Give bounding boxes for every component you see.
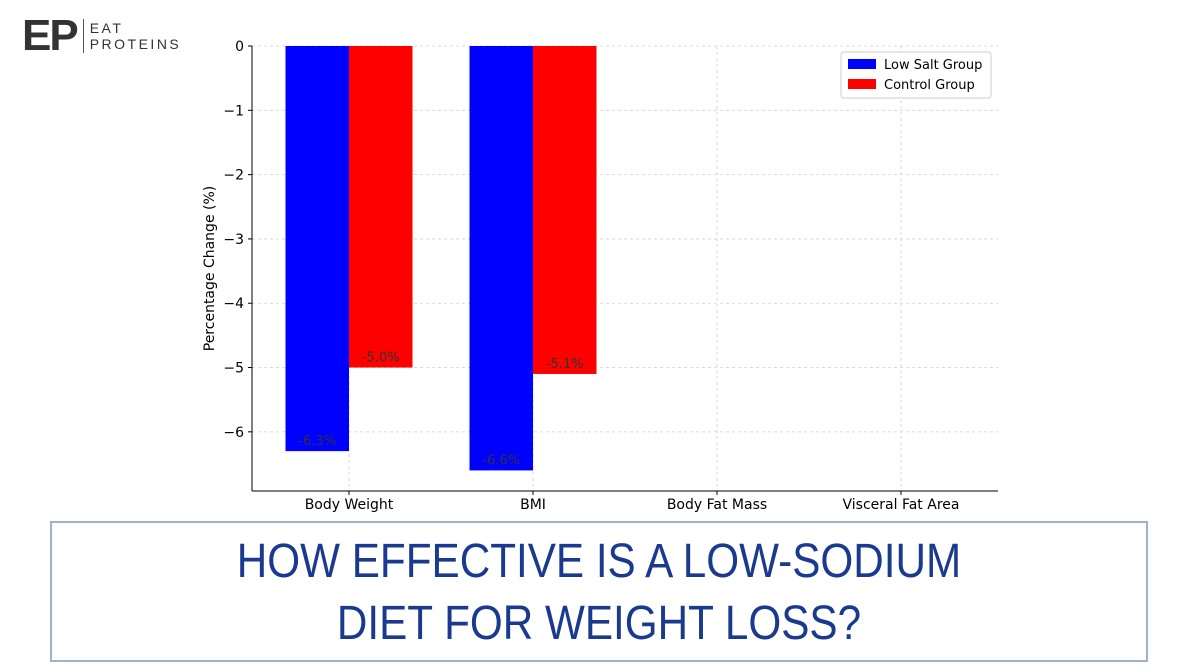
- logo-mark: EP: [22, 11, 79, 60]
- bar-data-label: -6.6%: [482, 453, 520, 468]
- y-tick-label: 0: [235, 39, 244, 55]
- bar-data-label: -5.0%: [362, 351, 400, 366]
- legend-box: [840, 51, 992, 99]
- title-banner: HOW EFFECTIVE IS A LOW-SODIUM DIET FOR W…: [50, 521, 1148, 662]
- bar-data-label: -6.3%: [298, 434, 336, 449]
- bar-low-salt-group: [285, 46, 349, 452]
- y-tick-label: −2: [223, 168, 244, 184]
- y-tick-label: −3: [223, 232, 244, 248]
- x-tick-label: Body Fat Mass: [667, 497, 767, 513]
- y-tick-label: −4: [223, 296, 244, 312]
- y-tick-label: −6: [223, 425, 244, 441]
- y-tick-label: −1: [223, 103, 244, 119]
- eatproteins-logo: EP EAT PROTEINS: [22, 11, 182, 60]
- logo-divider: [82, 19, 84, 53]
- bar-data-label: -5.1%: [546, 357, 584, 372]
- legend-label: Control Group: [884, 78, 975, 93]
- legend-label: Low Salt Group: [884, 58, 982, 73]
- legend-swatch: [848, 59, 876, 69]
- banner-title: HOW EFFECTIVE IS A LOW-SODIUM DIET FOR W…: [118, 531, 1081, 655]
- bar-chart: -6.3% -6.6% -5.0% -5.1% 0 −1 −2 −3 −4 −5 −6 Body We…: [202, 39, 998, 513]
- banner-line1: HOW EFFECTIVE IS A LOW-SODIUM: [236, 535, 962, 588]
- logo-line2: PROTEINS: [89, 36, 182, 52]
- legend-swatch: [848, 79, 876, 89]
- logo-line1: EAT: [89, 20, 124, 36]
- logo-words: EAT PROTEINS: [90, 20, 182, 52]
- bar-low-salt-group: [469, 46, 533, 471]
- x-tick-label: Body Weight: [305, 497, 394, 513]
- x-tick-label: BMI: [520, 497, 546, 513]
- x-tick-label: Visceral Fat Area: [843, 497, 960, 513]
- y-axis-label: Percentage Change (%): [202, 186, 218, 351]
- y-tick-label: −5: [223, 361, 244, 377]
- bar-control-group: [349, 46, 413, 368]
- banner-line2: DIET FOR WEIGHT LOSS?: [336, 597, 862, 650]
- bar-control-group: [533, 46, 597, 374]
